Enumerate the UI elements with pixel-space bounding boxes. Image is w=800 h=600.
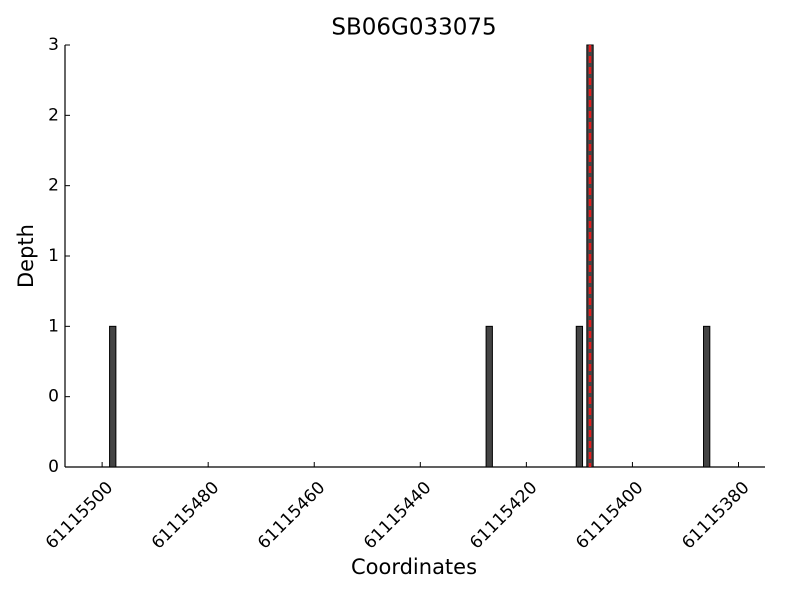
x-tick-label: 61115380 bbox=[678, 478, 753, 553]
y-tick-label: 1 bbox=[48, 316, 59, 336]
x-tick-label: 61115500 bbox=[42, 478, 117, 553]
x-axis-label: Coordinates bbox=[351, 555, 477, 579]
x-tick-label: 61115480 bbox=[148, 478, 223, 553]
y-tick-label: 3 bbox=[48, 35, 59, 55]
chart-title: SB06G033075 bbox=[331, 15, 496, 41]
y-tick-label: 0 bbox=[48, 387, 59, 407]
x-tick-label: 61115420 bbox=[466, 478, 541, 553]
bar bbox=[109, 325, 117, 468]
x-tick-label: 61115400 bbox=[572, 478, 647, 553]
bar bbox=[703, 325, 711, 468]
bar bbox=[485, 325, 493, 468]
bar bbox=[575, 325, 584, 468]
y-tick-label: 0 bbox=[48, 457, 59, 477]
y-tick-label: 2 bbox=[48, 176, 59, 196]
x-tick-label: 61115460 bbox=[254, 478, 329, 553]
x-tick-label: 61115440 bbox=[360, 478, 435, 553]
y-tick-label: 2 bbox=[48, 105, 59, 125]
y-tick-label: 1 bbox=[48, 246, 59, 266]
y-axis-label: Depth bbox=[14, 224, 38, 288]
